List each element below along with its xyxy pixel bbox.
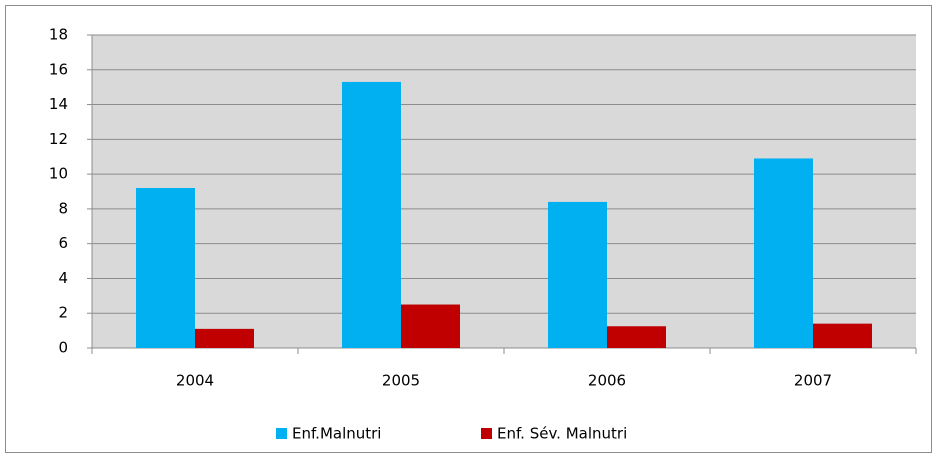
- y-tick-label: 0: [58, 339, 68, 357]
- y-tick-label: 14: [49, 95, 68, 113]
- bar: [195, 328, 254, 348]
- bar: [342, 81, 401, 348]
- x-tick-label: 2005: [382, 372, 420, 390]
- y-tick-label: 2: [58, 304, 68, 322]
- x-tick-label: 2007: [794, 372, 832, 390]
- y-tick-label: 12: [49, 130, 68, 148]
- bar: [607, 326, 666, 348]
- y-tick-label: 10: [49, 165, 68, 183]
- y-tick-label: 4: [58, 269, 68, 287]
- legend-swatch: [481, 428, 492, 439]
- y-tick-label: 18: [49, 26, 68, 44]
- bar: [401, 304, 460, 348]
- y-tick-label: 6: [58, 234, 68, 252]
- x-tick-label: 2006: [588, 372, 626, 390]
- bar: [548, 201, 607, 348]
- legend-label: Enf. Sév. Malnutri: [497, 425, 627, 443]
- bar: [754, 158, 813, 348]
- legend-label: Enf.Malnutri: [292, 425, 381, 443]
- y-tick-label: 8: [58, 199, 68, 217]
- bar: [813, 323, 872, 348]
- bar: [136, 188, 195, 348]
- x-tick-label: 2004: [176, 372, 214, 390]
- y-tick-label: 16: [49, 60, 68, 78]
- legend-swatch: [276, 428, 287, 439]
